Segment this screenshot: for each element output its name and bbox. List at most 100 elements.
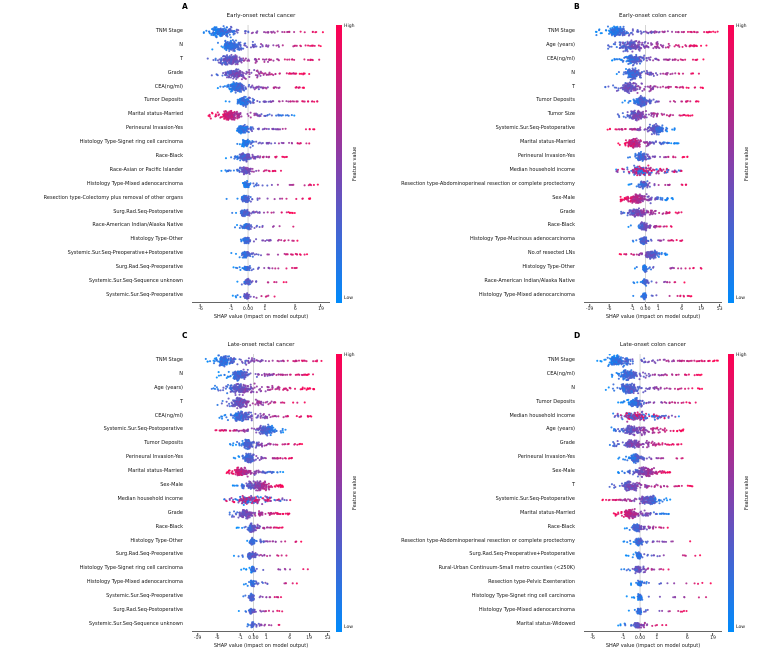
x-tick-label: -1 (238, 636, 243, 641)
feature-label: CEA(ng/ml) (154, 83, 183, 90)
x-tick-label: -6 (606, 307, 612, 312)
feature-label: TNM Stage (547, 28, 575, 34)
x-tick-mark (294, 304, 296, 307)
x-axis-ticks: -19 -6 -1 0.00 1 6 19 53 (192, 633, 331, 643)
x-tick: -1 (238, 633, 243, 641)
x-tick: 1 (265, 633, 268, 641)
panel-early-onset-rectal: A Early-onset rectal cancer TNM Stage N T G… (0, 0, 392, 329)
x-tick: 19 (306, 633, 312, 641)
x-axis-label: SHAP value (impact on model output) (213, 643, 309, 649)
colorbar-high-label: High (736, 353, 747, 358)
x-tick-mark (700, 304, 702, 307)
feature-label: Median household income (509, 412, 575, 419)
x-axis-ticks: -6 -1 0.00 1 6 19 (584, 633, 722, 643)
feature-label: Perineural Invasion-Yes (125, 125, 183, 132)
x-tick-label: 53 (716, 307, 723, 312)
x-tick: -1 (228, 304, 234, 312)
feature-label: Histology Type-Mucinous adenocarcinoma (469, 236, 575, 243)
beeswarm-canvas (584, 25, 722, 303)
feature-label: Histology Type-Signet ring cell carcinom… (471, 593, 575, 600)
feature-label: Perineural Invasion-Yes (517, 153, 575, 160)
panel-title: Late-onset colon cancer (619, 342, 687, 348)
x-tick-label: 19 (318, 307, 324, 312)
beeswarm-plot (584, 354, 722, 632)
colorbar-title: Feature value (352, 146, 358, 182)
feature-label: Surg.Rad.Seq-Preoperative (115, 551, 183, 558)
feature-label-column: TNM Stage CEA(ng/ml) N Tumor Deposits Median… (392, 354, 580, 632)
x-tick-label: -1 (228, 307, 234, 312)
x-tick-mark (320, 304, 322, 307)
x-tick-mark (686, 633, 688, 636)
x-tick-label: 19 (306, 636, 313, 641)
x-tick-mark (592, 633, 594, 636)
x-tick-label: 1 (655, 636, 659, 641)
feature-label: Marital status-Married (519, 139, 575, 146)
feature-label: TNM Stage (155, 28, 183, 34)
x-tick: 19 (710, 633, 716, 641)
x-tick: 6 (686, 633, 689, 641)
x-tick-mark (644, 304, 646, 307)
feature-label: Tumor Deposits (144, 440, 183, 447)
beeswarm-plot (192, 354, 330, 632)
colorbar-high-label: High (344, 353, 355, 358)
x-tick-mark (719, 304, 721, 307)
x-tick: 19 (698, 304, 704, 312)
feature-label: Systemic.Sur.Seq-Preoperative+Postoperat… (67, 250, 183, 257)
feature-label: Marital status-Married (127, 468, 183, 475)
x-tick: 19 (318, 304, 324, 312)
x-tick-label: -6 (214, 636, 220, 641)
x-axis-ticks: -6 -1 0.00 1 6 19 (192, 304, 330, 314)
x-tick-mark (216, 633, 218, 636)
feature-label: Race-Black (547, 523, 575, 530)
feature-label: Median household income (509, 166, 575, 173)
x-tick-mark (240, 633, 241, 636)
colorbar-low-label: Low (344, 296, 354, 301)
feature-label: Race-American Indian/Alaska Native (484, 278, 575, 285)
feature-label: Surg.Rad.Seq-Preoperative+Postoperative (469, 551, 575, 558)
panel-title: Late-onset rectal cancer (227, 342, 295, 348)
feature-label: Race-Black (547, 222, 575, 229)
feature-label: Age (years) (546, 426, 575, 433)
x-tick-label: 6 (685, 636, 689, 641)
feature-label: Perineural Invasion-Yes (517, 454, 575, 461)
x-tick-mark (197, 633, 199, 636)
feature-label: T (179, 55, 183, 62)
x-tick-mark (289, 633, 291, 636)
feature-label: Tumor Deposits (536, 398, 575, 405)
beeswarm-canvas (192, 354, 330, 632)
beeswarm-plot (584, 25, 722, 303)
x-tick-mark (265, 633, 267, 636)
panel-letter: D (574, 331, 581, 340)
feature-label: Surg.Rad.Seq-Postoperative (113, 607, 183, 614)
feature-label: Histology Type-Other (522, 264, 575, 271)
colorbar-low-label: Low (344, 625, 354, 630)
feature-label: Sex-Male (552, 468, 575, 475)
beeswarm-canvas (584, 354, 722, 632)
x-tick: 0.00 (248, 633, 259, 641)
feature-label: Systemic.Sur.Seq-Preoperative (106, 291, 183, 298)
x-axis-label: SHAP value (impact on model output) (605, 643, 701, 649)
x-tick-mark (327, 633, 329, 636)
beeswarm-canvas (192, 25, 330, 303)
feature-label: Tumor Deposits (536, 97, 575, 104)
feature-label: Grade (167, 509, 183, 516)
panel-late-onset-colon: D Late-onset colon cancer TNM Stage CEA(n… (392, 329, 784, 658)
x-tick: -6 (606, 304, 612, 312)
feature-label: Histology Type-Signet ring cell carcinom… (79, 139, 183, 146)
feature-label: Rural-Urban Continuum-Small metro counti… (438, 565, 575, 572)
feature-label: Systemic.Sur.Seq-Postoperative (103, 426, 183, 433)
feature-label: Grade (559, 208, 575, 215)
x-axis-ticks: -19 -6 -1 0.00 1 6 19 53 (584, 304, 723, 314)
feature-label: Median household income (117, 495, 183, 502)
x-tick: 6 (288, 633, 291, 641)
x-tick-mark (681, 304, 683, 307)
feature-label: Systemic.Sur.Seq-Preoperative (106, 593, 183, 600)
colorbar-title: Feature value (352, 475, 358, 511)
x-tick: 1 (263, 304, 266, 312)
x-tick-label: -1 (620, 636, 626, 641)
feature-label: T (571, 83, 575, 90)
feature-label: Histology Type-Other (130, 537, 183, 544)
x-tick: 53 (325, 633, 331, 641)
colorbar-high-label: High (736, 24, 747, 29)
x-tick: -6 (198, 304, 203, 312)
